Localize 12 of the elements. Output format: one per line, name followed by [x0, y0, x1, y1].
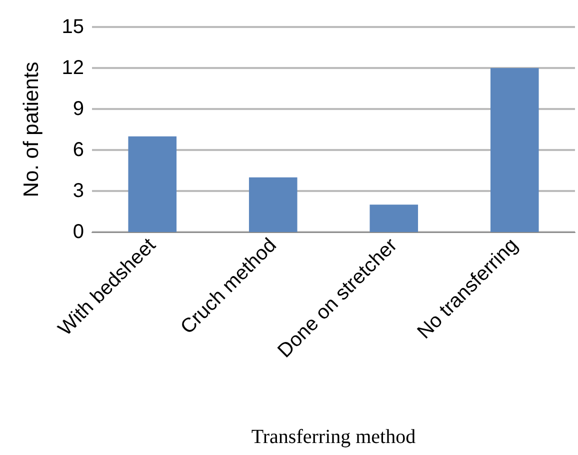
y-tick-label: 12: [62, 57, 84, 79]
y-tick-label: 3: [72, 180, 84, 202]
bar: [370, 204, 418, 232]
y-tick-label: 6: [72, 139, 84, 161]
y-tick-label: 0: [72, 221, 84, 243]
bar: [248, 177, 298, 232]
y-tick-label: 9: [72, 98, 84, 120]
x-axis-title: Transferring method: [251, 426, 416, 448]
bar: [490, 68, 539, 232]
bar: [128, 136, 177, 232]
y-axis-title: No. of patients: [20, 62, 43, 198]
y-tick-label: 15: [62, 16, 84, 38]
